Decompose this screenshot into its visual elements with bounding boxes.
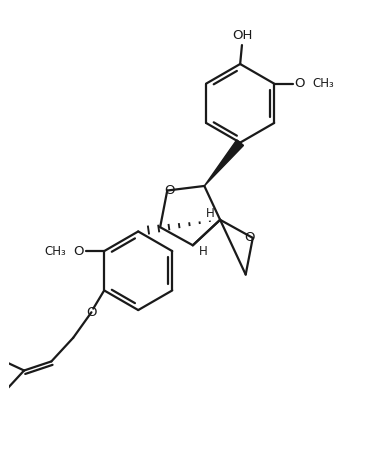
Text: O: O <box>244 231 254 244</box>
Polygon shape <box>204 140 243 186</box>
Text: O: O <box>74 245 84 258</box>
Text: O: O <box>86 306 97 319</box>
Text: OH: OH <box>232 29 252 42</box>
Text: H: H <box>199 245 207 258</box>
Text: O: O <box>294 77 305 90</box>
Text: CH₃: CH₃ <box>312 77 334 90</box>
Text: CH₃: CH₃ <box>44 245 66 258</box>
Text: H: H <box>206 207 214 220</box>
Text: O: O <box>164 184 174 197</box>
